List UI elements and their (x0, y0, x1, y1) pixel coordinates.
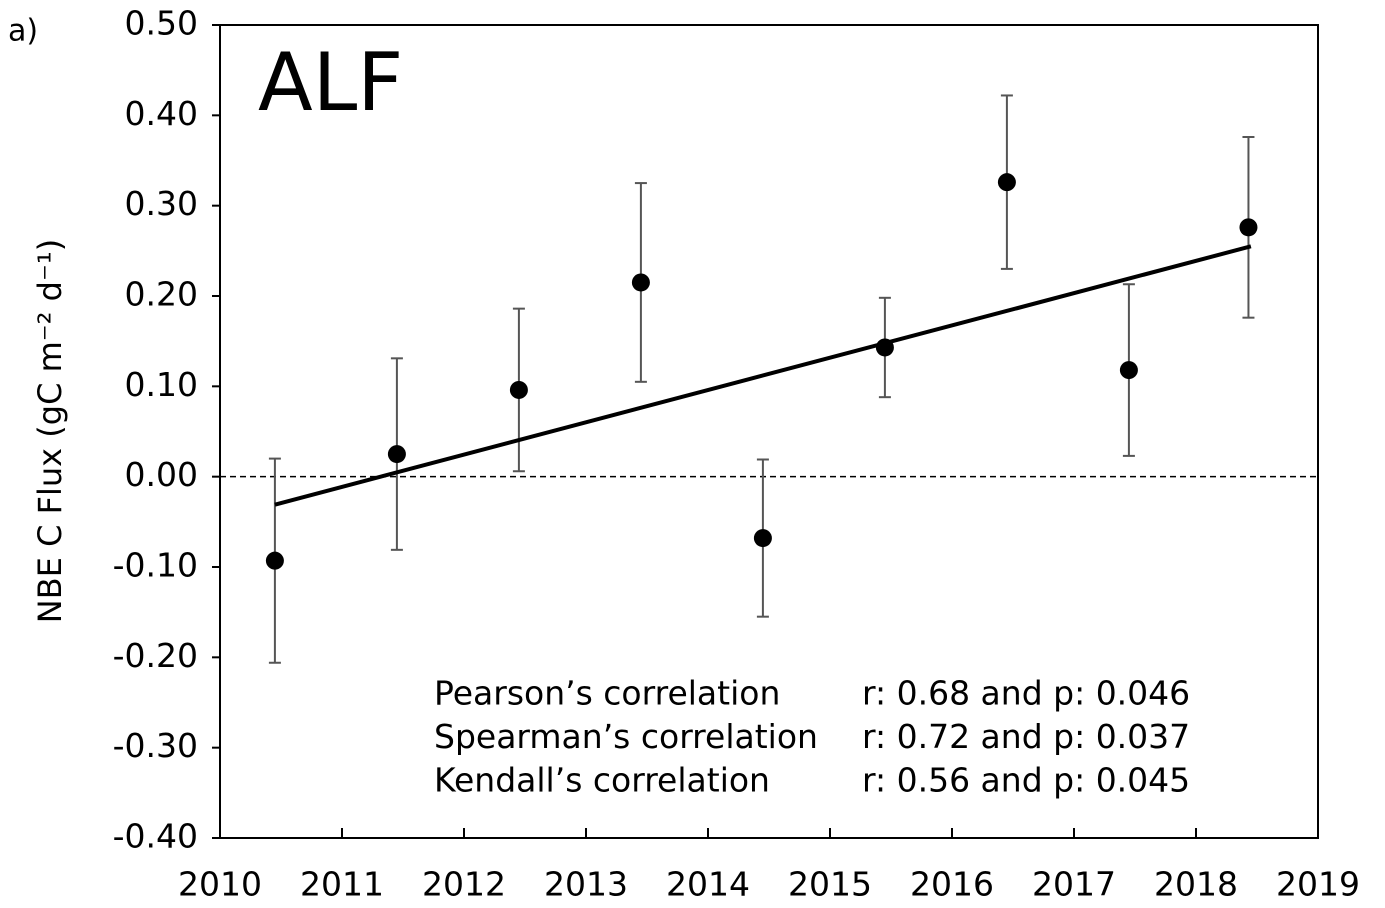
annotation-stats: r: 0.68 and p: 0.046 (862, 674, 1190, 713)
x-tick-label: 2018 (1154, 865, 1238, 904)
y-tick-label: 0.50 (125, 4, 198, 43)
y-tick-label: 0.30 (125, 184, 198, 223)
point (387, 445, 406, 464)
plot-frame (219, 24, 1319, 839)
y-tick-label: -0.10 (113, 546, 198, 585)
y-tick-label: 0.10 (125, 365, 198, 404)
x-tick-label: 2011 (300, 865, 384, 904)
point (753, 529, 772, 548)
trend-line (274, 244, 1252, 507)
x-tick-label: 2010 (178, 865, 262, 904)
x-tick-label: 2012 (422, 865, 506, 904)
annotation-text: Pearson’s correlation (434, 674, 780, 713)
x-tick-label: 2017 (1032, 865, 1116, 904)
y-tick-label: -0.20 (113, 636, 198, 675)
x-tick-label: 2013 (544, 865, 628, 904)
y-tick-label: -0.30 (113, 726, 198, 765)
annotation-text: Spearman’s correlation (434, 717, 818, 756)
y-tick-label: 0.00 (125, 455, 198, 494)
y-tick-label: 0.20 (125, 275, 198, 314)
y-tick-label: -0.40 (113, 817, 198, 856)
y-tick-label: 0.40 (125, 94, 198, 133)
point (997, 173, 1016, 192)
panel-label: a) (8, 14, 38, 49)
x-tick-label: 2016 (910, 865, 994, 904)
point (509, 380, 528, 399)
annotation-stats: r: 0.72 and p: 0.037 (862, 717, 1190, 756)
point (265, 551, 284, 570)
x-tick-label: 2014 (666, 865, 750, 904)
y-axis-label: NBE C Flux (gC m⁻² d⁻¹) (31, 239, 69, 623)
annotation-stats: r: 0.56 and p: 0.045 (862, 761, 1190, 800)
point (1239, 218, 1258, 237)
x-tick-label: 2019 (1276, 865, 1360, 904)
point (1119, 361, 1138, 380)
x-tick-label: 2015 (788, 865, 872, 904)
annotation-text: Kendall’s correlation (434, 761, 770, 800)
chart-title: ALF (258, 36, 403, 129)
point (631, 273, 650, 292)
